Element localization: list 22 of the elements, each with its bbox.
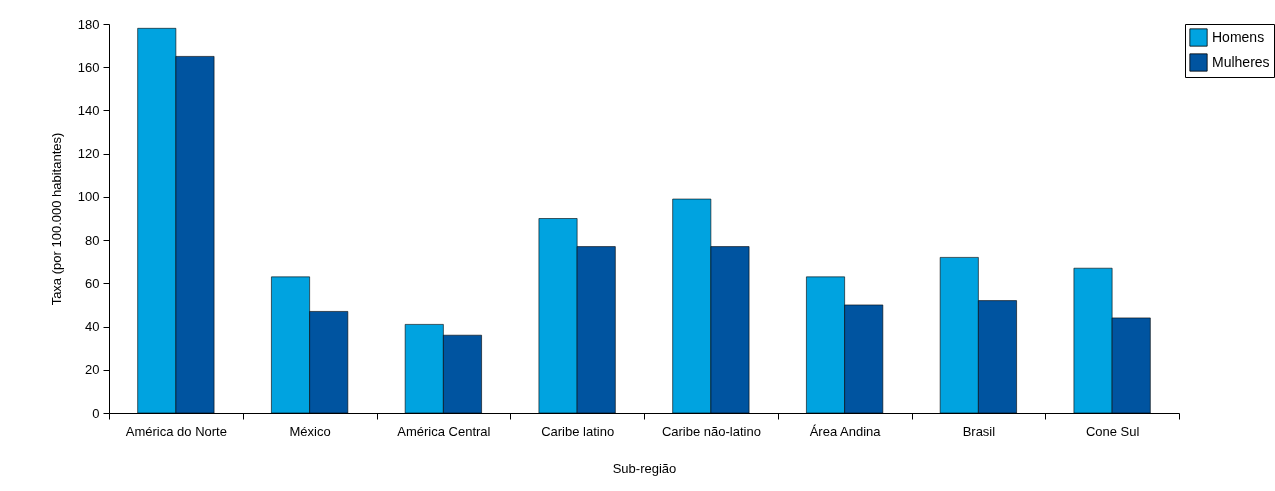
y-tick-label: 140 <box>77 102 100 118</box>
y-tick-label: 120 <box>77 146 100 162</box>
y-tick-label: 100 <box>77 189 100 205</box>
y-axis-title: Taxa (por 100.000 habitantes) <box>48 132 64 306</box>
x-axis-title: Sub-região <box>612 460 677 476</box>
x-tick-label: México <box>289 423 331 439</box>
y-tick-label: 40 <box>85 319 100 335</box>
legend-label: Homens <box>1212 28 1265 45</box>
x-tick-label: Caribe não-latino <box>661 423 761 439</box>
y-tick-label: 80 <box>85 232 100 248</box>
x-tick-label: Brasil <box>962 423 996 439</box>
x-tick-label: Cone Sul <box>1085 423 1140 439</box>
x-tick-label: América do Norte <box>125 423 227 439</box>
y-tick-label: 20 <box>85 362 100 378</box>
legend-label: Mulheres <box>1212 53 1270 70</box>
x-tick-label: América Central <box>397 423 491 439</box>
y-tick-label: 180 <box>77 16 100 32</box>
x-tick-label: Caribe latino <box>541 423 615 439</box>
y-tick-label: 160 <box>77 59 100 75</box>
y-tick-label: 60 <box>85 275 100 291</box>
y-tick-label: 0 <box>92 405 100 421</box>
x-tick-label: Área Andina <box>809 423 882 439</box>
